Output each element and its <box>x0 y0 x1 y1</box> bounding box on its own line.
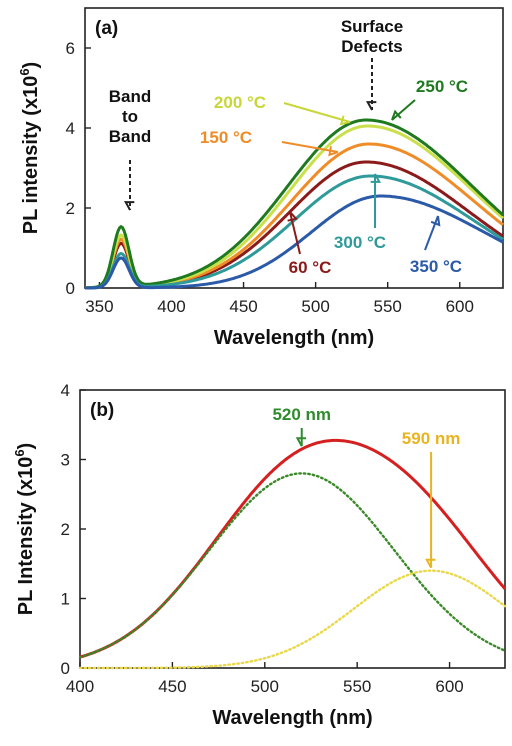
a-temp-arrow-head <box>391 109 402 121</box>
a-defects-arrow-head <box>365 101 377 111</box>
a-y-tick-label: 6 <box>66 39 75 58</box>
b-x-tick-label: 400 <box>66 677 94 696</box>
a-y-tick-label: 4 <box>66 119 75 138</box>
a-band-label-line: to <box>122 107 138 126</box>
a-temp-label: 60 °C <box>289 258 332 277</box>
b-annotation-label: 590 nm <box>402 429 461 448</box>
a-temp-arrow-head <box>328 146 339 157</box>
a-temp-arrow-shaft <box>391 99 416 121</box>
a-defects-label-line: Surface <box>341 17 403 36</box>
b-x-axis-title: Wavelength (nm) <box>212 707 372 729</box>
b-series-line-0 <box>79 438 507 659</box>
b-y-tick-label: 3 <box>61 451 70 470</box>
a-defects-label-line: Defects <box>341 37 402 56</box>
a-band-label-line: Band <box>109 127 152 146</box>
b-x-tick-label: 550 <box>343 677 371 696</box>
a-x-tick-label: 350 <box>85 297 113 316</box>
b-y-tick-label: 0 <box>61 659 70 678</box>
a-panel-label: (a) <box>95 18 118 39</box>
a-y-axis-title: PL intensity (x106) <box>17 62 42 234</box>
a-temp-arrow-shaft <box>424 215 439 251</box>
a-series-line-5 <box>85 194 504 290</box>
a-temp-label: 350 °C <box>410 257 462 276</box>
panel-a: 350 400 450 500 550 600 0 2 4 6 (a) Wavelength (nm)… <box>17 7 505 349</box>
a-temp-label: 200 °C <box>214 93 266 112</box>
a-x-tick-label: 400 <box>157 297 185 316</box>
a-temp-arrow-head <box>430 215 441 227</box>
a-x-tick-label: 550 <box>374 297 402 316</box>
a-plot-frame <box>84 7 504 289</box>
a-temp-arrow-head <box>370 173 382 183</box>
b-annotation-label: 520 nm <box>272 405 331 424</box>
a-x-tick-label: 500 <box>301 297 329 316</box>
a-y-tick-label: 0 <box>66 279 75 298</box>
b-x-tick-label: 500 <box>251 677 279 696</box>
a-band-label-line: Band <box>109 87 152 106</box>
a-temp-label: 150 °C <box>200 128 252 147</box>
b-y-tick-label: 1 <box>61 590 70 609</box>
a-temp-arrow-head <box>339 115 351 126</box>
b-y-tick-label: 2 <box>61 520 70 539</box>
b-x-tick-label: 450 <box>158 677 186 696</box>
b-series-line-1 <box>78 472 507 659</box>
b-x-tick-label: 600 <box>435 677 463 696</box>
a-x-tick-label: 600 <box>446 297 474 316</box>
b-series-line-2 <box>78 569 507 670</box>
a-temp-arrow-head <box>287 211 298 222</box>
a-band-arrow-head <box>123 201 135 211</box>
a-temp-arrow-shaft <box>283 102 351 123</box>
a-temp-label: 250 °C <box>416 77 468 96</box>
b-annotation-arrow-head <box>425 558 436 569</box>
a-x-axis-title: Wavelength (nm) <box>214 327 374 349</box>
panel-b: 400 450 500 550 600 0 1 2 3 4 (b) Wavelength (nm) PL… <box>12 381 507 729</box>
b-y-axis-title: PL Intensity (x106) <box>12 443 37 615</box>
a-temp-label: 300 °C <box>334 233 386 252</box>
a-x-tick-label: 450 <box>229 297 257 316</box>
b-annotation-arrow-head <box>295 437 307 447</box>
a-y-tick-label: 2 <box>66 199 75 218</box>
b-panel-label: (b) <box>90 400 114 421</box>
a-series-line-3 <box>85 118 505 290</box>
a-series-line-4 <box>85 174 504 290</box>
a-temp-arrow-shaft <box>281 141 339 153</box>
b-y-tick-label: 4 <box>61 381 70 400</box>
